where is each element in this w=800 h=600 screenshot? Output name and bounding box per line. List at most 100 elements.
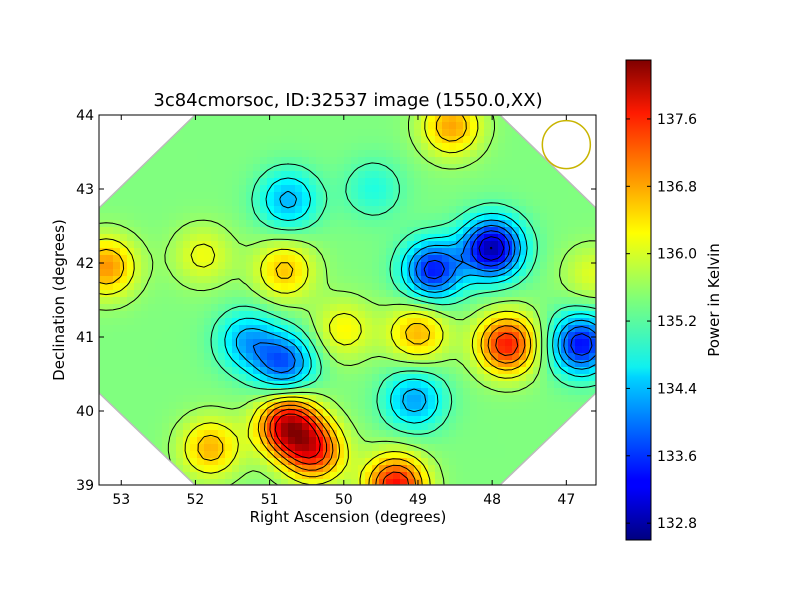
heatmap-cell bbox=[379, 374, 387, 382]
heatmap-cell bbox=[351, 346, 359, 354]
heatmap-cell bbox=[365, 262, 373, 270]
heatmap-cell bbox=[281, 374, 289, 382]
heatmap-cell bbox=[365, 339, 373, 347]
heatmap-cell bbox=[281, 311, 289, 319]
heatmap-cell bbox=[99, 311, 107, 319]
heatmap-cell bbox=[491, 367, 499, 375]
heatmap-cell bbox=[393, 423, 401, 431]
heatmap-cell bbox=[386, 255, 394, 263]
heatmap-cell bbox=[484, 276, 492, 284]
heatmap-cell bbox=[113, 346, 121, 354]
heatmap-cell bbox=[225, 297, 233, 305]
heatmap-cell bbox=[253, 311, 261, 319]
colorbar-gradient bbox=[625, 59, 652, 541]
heatmap-cell bbox=[351, 416, 359, 424]
heatmap-cell bbox=[330, 437, 338, 445]
heatmap-cell bbox=[547, 374, 555, 382]
heatmap-cell bbox=[155, 346, 163, 354]
heatmap-cell bbox=[470, 185, 478, 193]
heatmap-cell bbox=[218, 129, 226, 137]
heatmap-cell bbox=[302, 353, 310, 361]
heatmap-cell bbox=[274, 164, 282, 172]
heatmap-cell bbox=[183, 430, 191, 438]
heatmap-cell bbox=[547, 402, 555, 410]
heatmap-cell bbox=[477, 192, 485, 200]
heatmap-cell bbox=[393, 227, 401, 235]
heatmap-cell bbox=[512, 192, 520, 200]
heatmap-cell bbox=[589, 269, 596, 277]
heatmap-cell bbox=[246, 199, 254, 207]
heatmap-cell bbox=[456, 122, 464, 130]
heatmap-cell bbox=[470, 430, 478, 438]
heatmap-cell bbox=[414, 129, 422, 137]
heatmap-cell bbox=[106, 395, 114, 403]
heatmap-cell bbox=[190, 325, 198, 333]
heatmap-cell bbox=[197, 220, 205, 228]
heatmap-cell bbox=[414, 332, 422, 340]
heatmap-cell bbox=[512, 402, 520, 410]
heatmap-cell bbox=[253, 479, 261, 485]
heatmap-cell bbox=[589, 213, 596, 221]
heatmap-cell bbox=[456, 150, 464, 158]
heatmap-cell bbox=[470, 472, 478, 480]
heatmap-cell bbox=[379, 297, 387, 305]
heatmap-cell bbox=[407, 388, 415, 396]
heatmap-cell bbox=[316, 332, 324, 340]
heatmap-cell bbox=[134, 185, 142, 193]
heatmap-cell bbox=[568, 185, 576, 193]
heatmap-cell bbox=[218, 332, 226, 340]
heatmap-cell bbox=[239, 367, 247, 375]
heatmap-cell bbox=[456, 346, 464, 354]
heatmap-cell bbox=[344, 283, 352, 291]
heatmap-cell bbox=[351, 437, 359, 445]
heatmap-cell bbox=[316, 227, 324, 235]
heatmap-cell bbox=[141, 367, 149, 375]
heatmap-cell bbox=[477, 178, 485, 186]
colorbar-tick-label: 133.6 bbox=[657, 449, 697, 465]
heatmap-cell bbox=[505, 143, 513, 151]
heatmap-cell bbox=[211, 374, 219, 382]
y-tick-label: 41 bbox=[76, 330, 94, 346]
heatmap-cell bbox=[302, 346, 310, 354]
heatmap-cell bbox=[519, 171, 527, 179]
heatmap-cell bbox=[365, 360, 373, 368]
heatmap-cell bbox=[316, 409, 324, 417]
heatmap-cell bbox=[190, 157, 198, 165]
heatmap-cell bbox=[218, 430, 226, 438]
heatmap-cell bbox=[533, 220, 541, 228]
heatmap-cell bbox=[393, 150, 401, 158]
heatmap-cell bbox=[176, 164, 184, 172]
heatmap-cell bbox=[519, 430, 527, 438]
heatmap-cell bbox=[316, 346, 324, 354]
heatmap-cell bbox=[218, 395, 226, 403]
heatmap-cell bbox=[379, 290, 387, 298]
heatmap-cell bbox=[225, 150, 233, 158]
heatmap-cell bbox=[155, 290, 163, 298]
heatmap-cell bbox=[288, 479, 296, 485]
heatmap-cell bbox=[400, 332, 408, 340]
heatmap-cell bbox=[134, 304, 142, 312]
heatmap-cell bbox=[351, 381, 359, 389]
heatmap-cell bbox=[190, 332, 198, 340]
heatmap-cell bbox=[204, 318, 212, 326]
heatmap-cell bbox=[435, 178, 443, 186]
heatmap-cell bbox=[428, 388, 436, 396]
heatmap-cell bbox=[134, 283, 142, 291]
heatmap-cell bbox=[421, 325, 429, 333]
heatmap-cell bbox=[547, 269, 555, 277]
heatmap-cell bbox=[162, 451, 170, 459]
heatmap-cell bbox=[288, 290, 296, 298]
heatmap-cell bbox=[400, 136, 408, 144]
heatmap-cell bbox=[351, 311, 359, 319]
heatmap-cell bbox=[407, 220, 415, 228]
heatmap-cell bbox=[526, 150, 534, 158]
heatmap-cell bbox=[162, 185, 170, 193]
heatmap-cell bbox=[505, 346, 513, 354]
heatmap-cell bbox=[218, 367, 226, 375]
heatmap-cell bbox=[120, 325, 128, 333]
heatmap-cell bbox=[470, 451, 478, 459]
heatmap-cell bbox=[365, 451, 373, 459]
heatmap-cell bbox=[330, 339, 338, 347]
heatmap-cell bbox=[218, 402, 226, 410]
heatmap-cell bbox=[414, 325, 422, 333]
